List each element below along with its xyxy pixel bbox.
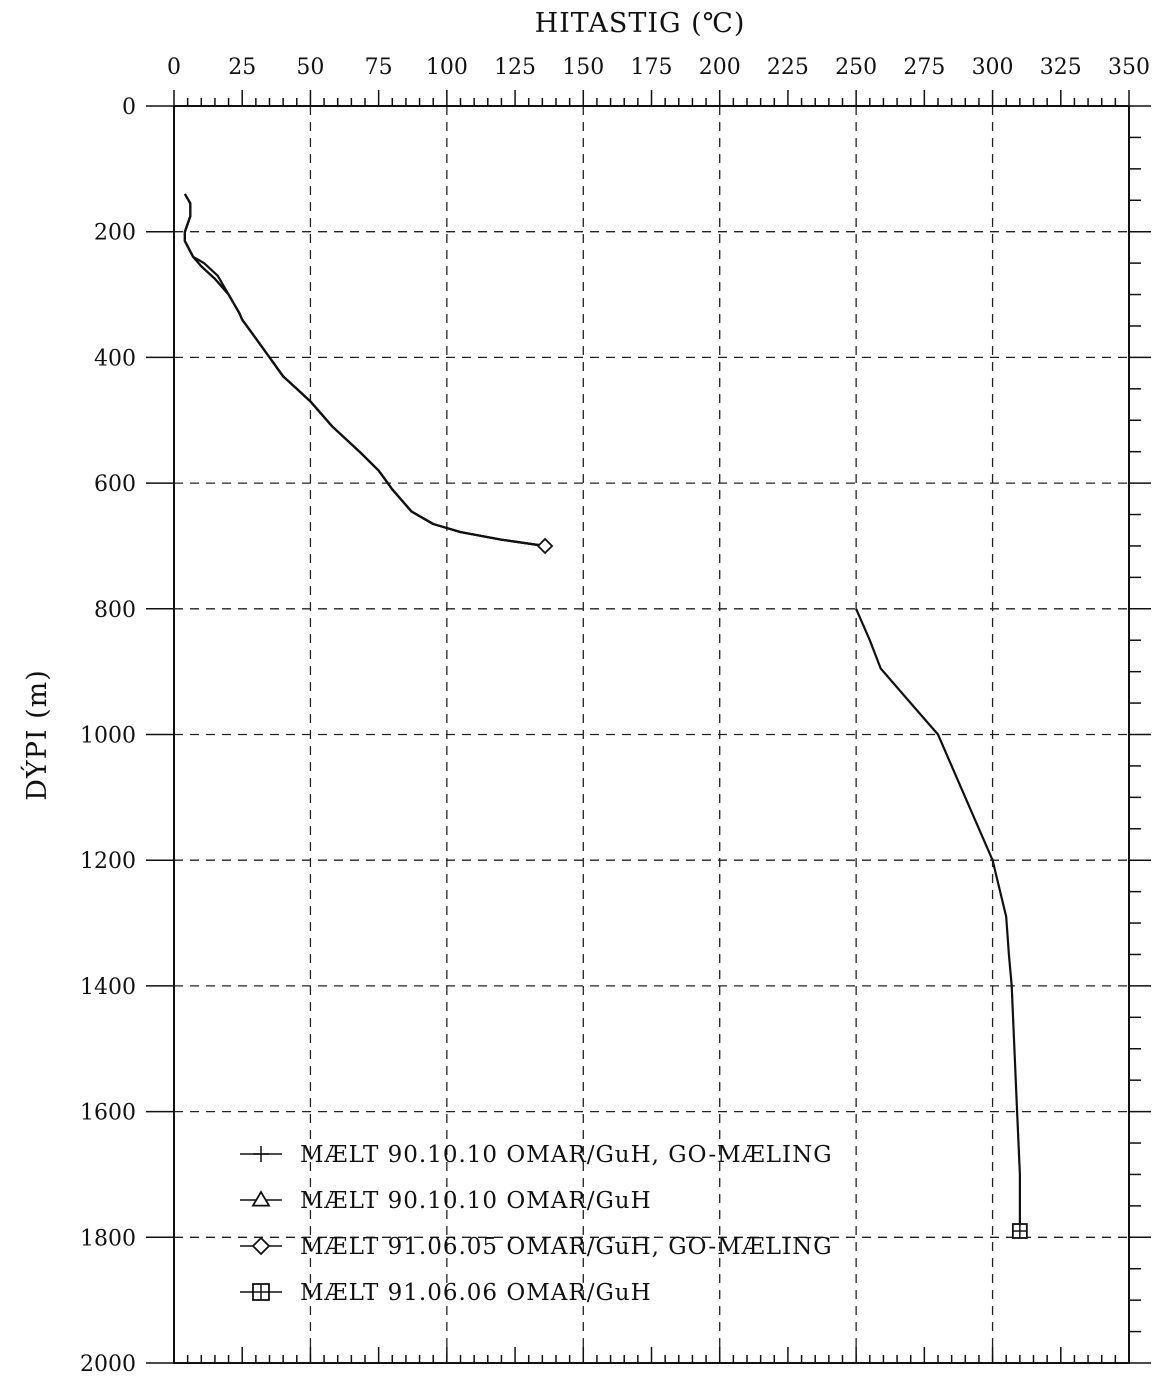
legend-entry: MÆLT 90.10.10 OMAR/GuH (240, 1188, 652, 1214)
x-tick-label: 325 (1040, 55, 1082, 80)
tick-layer (146, 90, 1151, 1364)
legend-entry: MÆLT 90.10.10 OMAR/GuH, GO-MÆLING (240, 1142, 833, 1168)
y-tick-label: 1800 (80, 1226, 136, 1251)
grid-layer (174, 106, 1129, 1363)
x-tick-label: 25 (228, 55, 256, 80)
legend-label: MÆLT 90.10.10 OMAR/GuH (300, 1188, 652, 1214)
x-tick-label: 300 (972, 55, 1014, 80)
y-tick-label: 1600 (80, 1101, 136, 1126)
x-tick-label: 75 (365, 55, 393, 80)
legend-label: MÆLT 90.10.10 OMAR/GuH, GO-MÆLING (300, 1142, 833, 1168)
triangle-marker (251, 1190, 271, 1207)
series-line-diamond (183, 193, 546, 548)
series-line-triangle (183, 193, 546, 548)
y-tick-labels: 0 200 400 600 800 1000 1200 1400 1600 1800 2000 (80, 95, 136, 1377)
x-tick-label: 125 (494, 55, 536, 80)
plot-frame (173, 105, 1130, 1364)
legend-label: MÆLT 91.06.06 OMAR/GuH (300, 1280, 652, 1306)
legend-label: MÆLT 91.06.05 OMAR/GuH, GO-MÆLING (300, 1234, 833, 1260)
x-tick-labels: 0 25 50 75 100 125 150 175 200 225 250 275 300 325 350 (167, 55, 1150, 80)
x-tick-label: 50 (296, 55, 324, 80)
y-axis-title: DÝPI (m) (20, 669, 53, 801)
y-tick-label: 1200 (80, 849, 136, 874)
diamond-marker (536, 537, 554, 555)
series-line-plus (183, 193, 546, 548)
x-tick-label: 150 (562, 55, 604, 80)
x-tick-label: 275 (903, 55, 945, 80)
y-tick-label: 0 (122, 95, 136, 120)
series-line-square (855, 608, 1022, 1231)
x-tick-label: 200 (699, 55, 741, 80)
x-tick-label: 0 (167, 55, 181, 80)
y-tick-label: 1000 (80, 724, 136, 749)
y-tick-label: 800 (94, 598, 136, 623)
legend-entry: MÆLT 91.06.05 OMAR/GuH, GO-MÆLING (240, 1234, 833, 1260)
x-axis-title: HITASTIG (℃) (535, 8, 746, 39)
diamond-marker (251, 1236, 271, 1256)
series-layer (183, 193, 1028, 1239)
x-tick-label: 175 (631, 55, 673, 80)
y-tick-label: 600 (94, 472, 136, 497)
y-tick-label: 400 (94, 346, 136, 371)
legend: MÆLT 90.10.10 OMAR/GuH, GO-MÆLING MÆLT 90… (240, 1142, 833, 1306)
y-tick-label: 200 (94, 221, 136, 246)
y-tick-label: 2000 (80, 1352, 136, 1377)
legend-entry: MÆLT 91.06.06 OMAR/GuH (240, 1280, 652, 1306)
x-tick-label: 100 (426, 55, 468, 80)
x-tick-label: 350 (1108, 55, 1150, 80)
x-tick-label: 225 (767, 55, 809, 80)
y-tick-label: 1400 (80, 975, 136, 1000)
x-tick-label: 250 (835, 55, 877, 80)
